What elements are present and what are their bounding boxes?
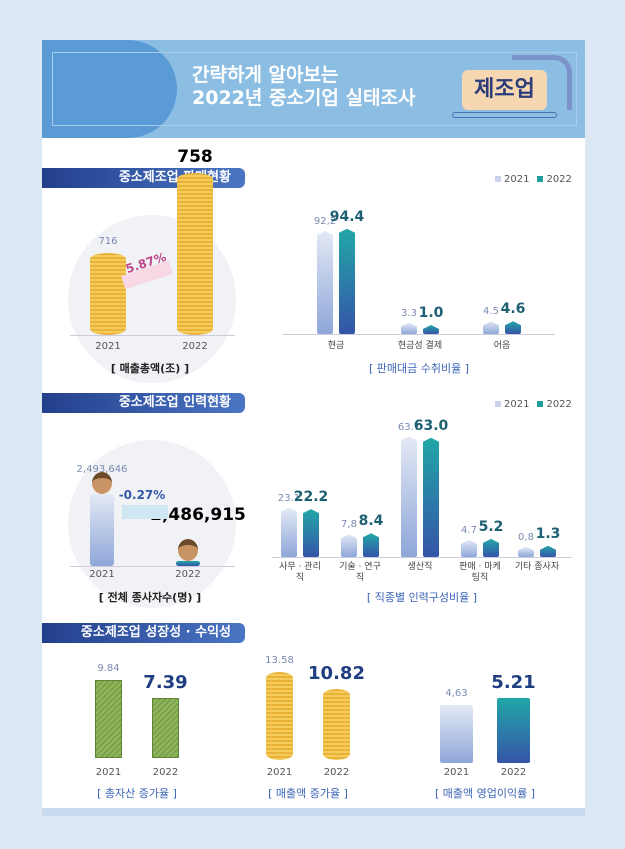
infographic-card — [42, 40, 585, 808]
section-header-growth: 중소제조업 성장성 · 수익성 — [42, 623, 245, 643]
section-header-workforce: 중소제조업 인력현황 — [42, 393, 245, 413]
legend-2022: 2022 — [537, 174, 572, 185]
banner: 간략하게 알아보는 2022년 중소기업 실태조사 제조업 — [42, 40, 585, 138]
footer-strip — [42, 808, 585, 816]
workforce-bg-circle — [68, 440, 236, 608]
legend-2021: 2021 — [495, 174, 529, 185]
banner-title-line2: 2022년 중소기업 실태조사 — [192, 87, 416, 109]
section-header-sales: 중소제조업 판매현황 — [42, 168, 245, 188]
conveyor-icon — [452, 112, 557, 118]
manufacturing-badge: 제조업 — [462, 70, 547, 110]
robot-arm-icon — [512, 55, 572, 110]
sales-bg-circle — [68, 215, 236, 383]
legend-sales: 2021 2022 — [495, 174, 572, 185]
banner-frame — [52, 52, 577, 126]
legend-2021: 2021 — [495, 399, 529, 410]
banner-title-line1: 간략하게 알아보는 — [192, 64, 339, 86]
banner-illustration — [42, 40, 177, 138]
legend-2022: 2022 — [537, 399, 572, 410]
banner-title: 간략하게 알아보는 2022년 중소기업 실태조사 — [192, 64, 415, 110]
legend-workforce: 2021 2022 — [495, 399, 572, 410]
